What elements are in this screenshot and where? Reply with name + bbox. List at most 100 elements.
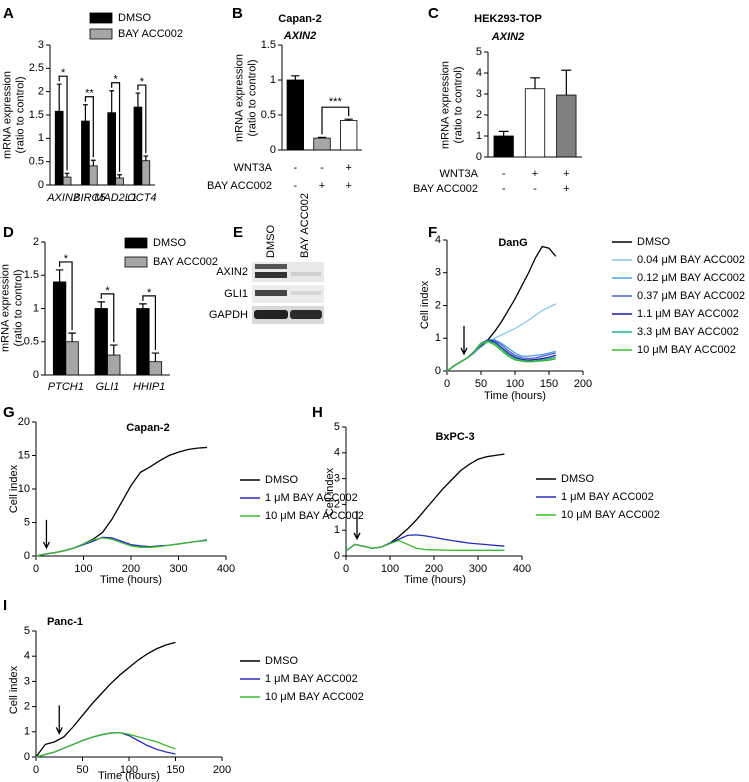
y-tick-label: 2 <box>38 86 44 98</box>
error-bar <box>117 174 122 178</box>
y-tick-label: 3 <box>476 88 482 100</box>
error-bar <box>109 90 115 113</box>
legend-label: BAY ACC002 <box>118 28 183 40</box>
error-bar <box>291 75 300 80</box>
y-tick-label: 4 <box>334 447 340 459</box>
legend-label: 10 μM BAY ACC002 <box>265 691 364 703</box>
blot-column-label: DMSO <box>265 225 277 258</box>
bar <box>115 177 124 186</box>
panel-letter: I <box>3 597 7 614</box>
data-line <box>35 446 208 557</box>
significance-label: * <box>147 287 152 299</box>
x-tick-label: 100 <box>120 764 138 776</box>
condition-label: BAY ACC002 <box>207 180 272 192</box>
chart-title: Capan-2 <box>126 422 169 434</box>
chart-title: DanG <box>498 237 527 249</box>
bar <box>52 281 67 376</box>
legend-label: 10 μM BAY ACC002 <box>265 510 364 522</box>
legend-label: DMSO <box>153 237 186 249</box>
significance-label: * <box>61 67 66 79</box>
x-tick-label: BIRC5 <box>73 192 106 204</box>
y-tick-label: 3 <box>24 675 30 687</box>
x-tick-label: 200 <box>574 378 592 390</box>
condition-value: - <box>293 180 297 192</box>
legend-label: 1 μM BAY ACC002 <box>561 491 654 503</box>
y-tick-label: 1 <box>24 726 30 738</box>
blot-row-label: AXIN2 <box>216 266 248 278</box>
y-tick-label: 1 <box>270 74 276 86</box>
blot-band <box>255 264 287 269</box>
significance-label: * <box>113 74 118 86</box>
western-blot: AXIN2 GLI1 GAPDH DMSO BAY ACC002 <box>209 193 324 324</box>
x-tick-label: 50 <box>76 764 88 776</box>
chart-title: HEK293-TOP <box>474 13 542 25</box>
legend-label: 0.37 μM BAY ACC002 <box>637 290 745 302</box>
blot-band <box>254 310 288 319</box>
x-tick-label: GLI1 <box>96 381 120 393</box>
bar <box>524 88 546 158</box>
legend-swatch <box>124 256 148 268</box>
x-axis-label: Time (hours) <box>100 574 162 586</box>
error-bar <box>143 155 149 161</box>
y-tick-label: 5 <box>334 421 340 433</box>
bar <box>107 354 121 376</box>
y-tick-label: 2 <box>334 498 340 510</box>
error-bar <box>135 92 141 108</box>
condition-value: + <box>563 183 569 195</box>
y-axis-label: Cell index <box>8 464 20 513</box>
bar <box>133 106 143 186</box>
y-tick-label: 1.5 <box>261 39 276 51</box>
blot-band <box>291 272 321 276</box>
y-axis-label: mRNA expression <box>233 54 245 142</box>
y-axis-label: mRNA expression <box>439 61 451 149</box>
data-line <box>35 537 208 557</box>
panel-letter: C <box>428 5 439 22</box>
significance-label: * <box>105 285 110 297</box>
x-tick-label: 150 <box>166 764 184 776</box>
condition-value: - <box>320 162 324 174</box>
y-axis-label: Cell index <box>419 280 431 329</box>
significance-bracket <box>58 75 68 171</box>
error-bar <box>90 159 96 166</box>
y-axis-label: Cell index <box>324 467 336 516</box>
y-tick-label: 2 <box>24 701 30 713</box>
blot-band <box>255 290 287 296</box>
legend-label: 1.1 μM BAY ACC002 <box>637 308 739 320</box>
x-tick-label: 100 <box>381 563 399 575</box>
significance-label: ** <box>85 88 94 100</box>
x-tick-label: 150 <box>540 378 558 390</box>
error-bar <box>110 344 118 356</box>
y-tick-label: 0 <box>334 550 340 562</box>
legend-label: DMSO <box>118 12 151 24</box>
data-line <box>345 534 505 552</box>
significance-label: * <box>64 253 69 265</box>
condition-value: + <box>563 168 569 180</box>
error-bar <box>139 303 147 309</box>
significance-label: * <box>140 76 145 88</box>
blot-band <box>290 310 322 319</box>
data-line <box>35 641 176 758</box>
y-tick-label: 0 <box>38 179 44 191</box>
condition-value: + <box>345 162 351 174</box>
y-tick-label: 0 <box>270 144 276 156</box>
condition-value: + <box>319 180 325 192</box>
panel-letter: D <box>3 224 14 241</box>
bar <box>136 308 150 376</box>
bar <box>107 112 117 186</box>
panel-letter: F <box>428 224 437 241</box>
legend-label: DMSO <box>637 236 670 248</box>
y-axis-label: mRNA expression <box>0 264 11 352</box>
y-tick-label: 0 <box>435 365 441 377</box>
error-bar <box>83 104 88 122</box>
significance-bracket <box>137 84 147 154</box>
y-tick-label: 1 <box>33 302 39 314</box>
x-axis-label: Time (hours) <box>98 770 160 782</box>
bar <box>88 165 98 186</box>
legend-label: DMSO <box>265 655 298 667</box>
y-tick-label: 4 <box>24 650 30 662</box>
y-tick-label: 1 <box>476 130 482 142</box>
bar <box>94 308 108 376</box>
y-axis-label: mRNA expression <box>1 71 13 159</box>
condition-value: + <box>532 168 538 180</box>
